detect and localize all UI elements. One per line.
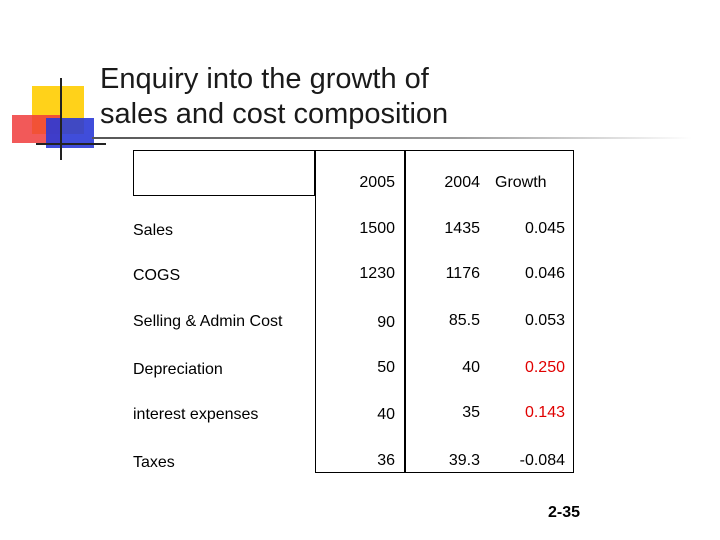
cogs-2005: 1230 [359,265,395,282]
selling-admin-2005: 90 [377,314,395,331]
column-2004-growth-border [405,150,574,473]
depreciation-2004: 40 [462,359,480,376]
decor-horizontal-line [36,143,106,145]
header-2005: 2005 [359,174,395,191]
interest-expenses-2005: 40 [377,406,395,423]
slide-title-line-2: sales and cost composition [100,98,449,130]
cogs-2004: 1176 [445,265,480,282]
sales-2004: 1435 [444,220,480,237]
slide-title: Enquiry into the growth of sales and cos… [100,62,448,132]
title-rule [92,137,692,139]
row-label-depreciation: Depreciation [133,361,223,378]
taxes-2004: 39.3 [448,452,480,469]
selling-admin-2004: 85.5 [448,312,480,329]
decor-vertical-line [60,78,62,160]
growth-table [125,150,574,473]
row-label-selling-admin: Selling & Admin Cost [133,313,283,330]
label-header-cell [133,150,315,196]
header-growth: Growth [495,174,547,191]
depreciation-2005: 50 [377,359,395,376]
interest-expenses-2004: 35 [462,404,480,421]
page-number: 2-35 [548,504,581,521]
row-label-taxes: Taxes [133,454,175,471]
taxes-growth: -0.084 [519,452,565,469]
column-2005-border [315,150,405,473]
sales-2005: 1500 [359,220,395,237]
taxes-2005: 36 [377,452,395,469]
slide-title-line-1: Enquiry into the growth of [100,63,429,95]
row-label-sales: Sales [133,222,174,239]
cogs-growth: 0.046 [524,265,565,282]
interest-expenses-growth: 0.143 [524,404,565,421]
selling-admin-growth: 0.053 [524,312,565,329]
sales-growth: 0.045 [524,220,565,237]
depreciation-growth: 0.250 [524,359,565,376]
row-label-interest-expenses: interest expenses [133,406,259,423]
header-2004: 2004 [444,174,480,191]
row-label-cogs: COGS [133,267,181,284]
